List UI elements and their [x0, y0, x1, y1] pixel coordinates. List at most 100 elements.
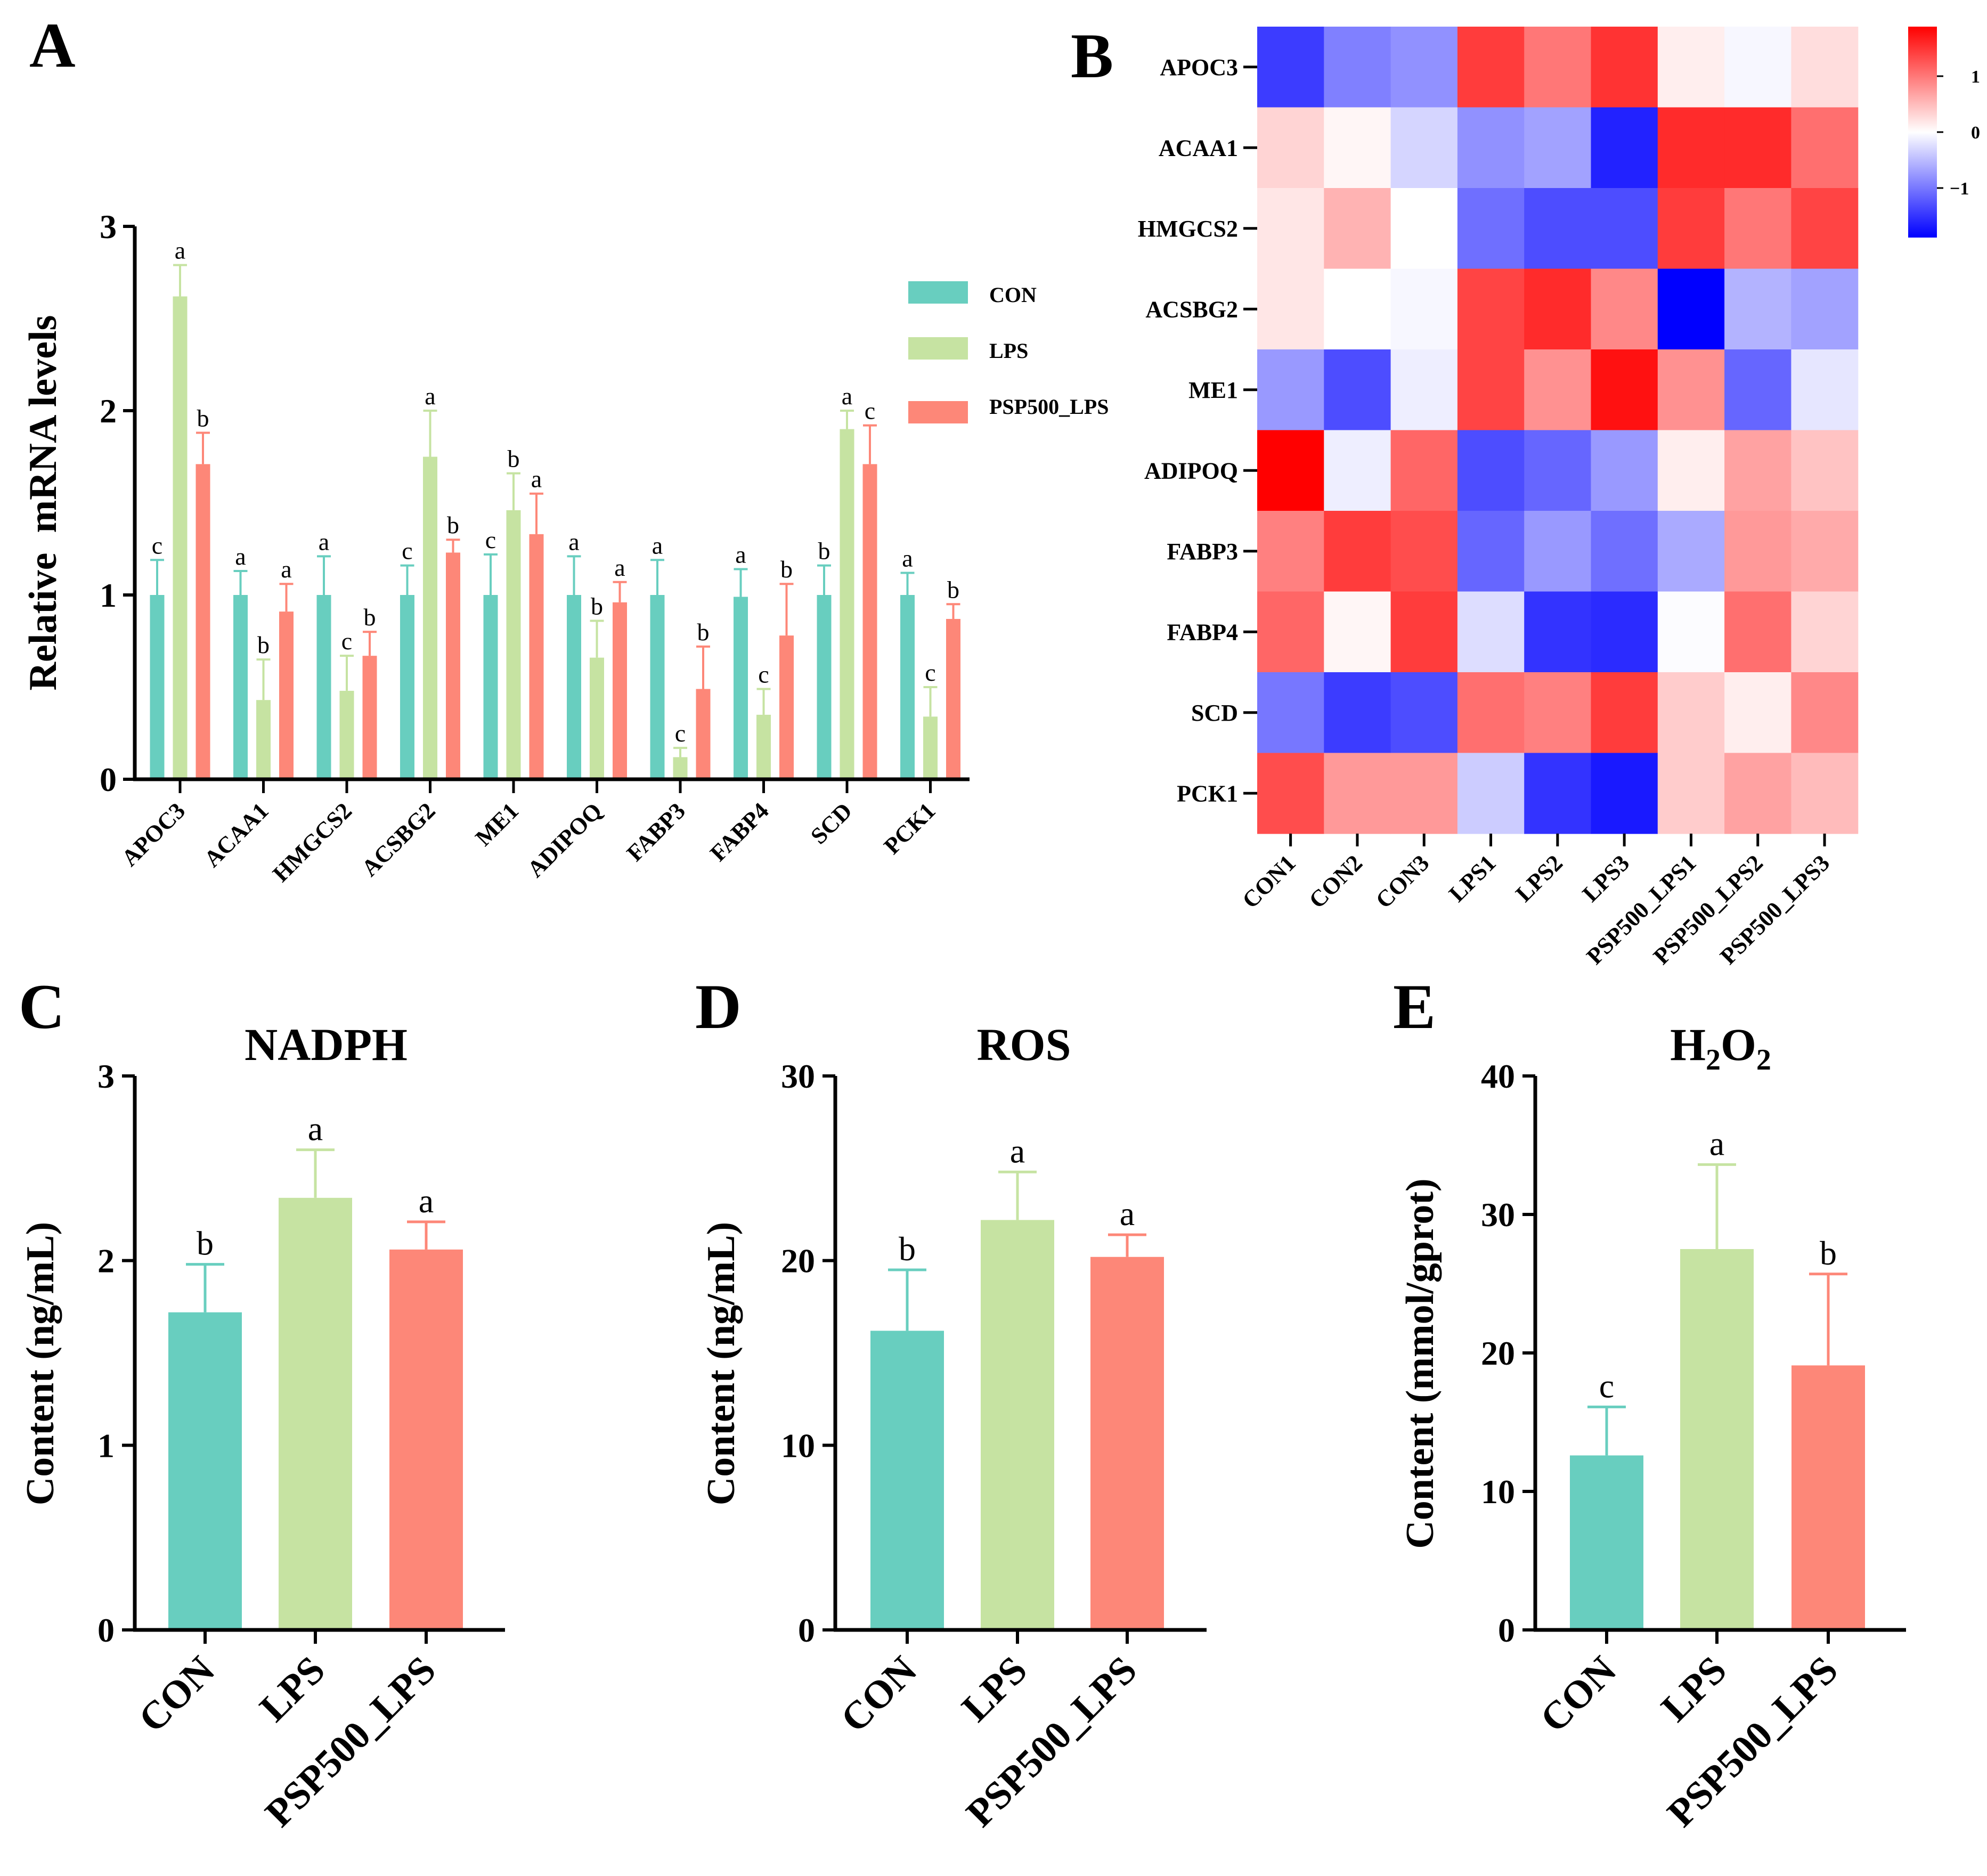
bar-a-scd-con	[817, 595, 832, 779]
heatmap-row-label-adipoq: ADIPOQ	[1144, 458, 1238, 484]
heatmap-cell-scd-con3	[1390, 672, 1458, 754]
bar-a-fabp4-con	[734, 597, 748, 779]
heatmap-cell-adipoq-psp500-lps3	[1791, 430, 1859, 511]
heatmap-cell-fabp3-con3	[1390, 511, 1458, 592]
x-label-a-fabp3: FABP3	[622, 797, 690, 866]
bar-a-fabp3-psp500-lps	[696, 689, 711, 779]
heatmap-cell-apoc3-con1	[1257, 27, 1324, 108]
y-label-c-3: 3	[97, 1057, 115, 1095]
sig-label-a-pck1-lps: c	[925, 659, 935, 686]
x-label-a-pck1: PCK1	[879, 797, 941, 859]
sig-label-a-me1-con: c	[485, 526, 496, 553]
heatmap-cell-apoc3-lps1	[1457, 27, 1525, 108]
panel-letter-b: B	[1071, 20, 1113, 91]
sig-label-a-scd-lps: a	[842, 382, 852, 410]
heatmap-row-label-me1: ME1	[1188, 377, 1238, 403]
heatmap-cells	[1257, 27, 1859, 834]
panel-letter-d: D	[695, 971, 742, 1042]
bar-a-fabp4-lps	[756, 714, 771, 779]
bar-a-hmgcs2-lps	[339, 690, 354, 779]
panel-c-y-axis-title: Content (ng/mL)	[19, 1222, 62, 1505]
heatmap-cell-apoc3-con2	[1324, 27, 1391, 108]
legend-label-lps: LPS	[989, 339, 1028, 363]
x-label-a-adipoq: ADIPOQ	[522, 797, 607, 882]
heatmap-cell-scd-lps3	[1591, 672, 1658, 754]
legend-swatch-con	[908, 281, 968, 304]
panel-d-title: ROS	[977, 1019, 1071, 1070]
heatmap-cell-adipoq-lps1	[1457, 430, 1525, 511]
colorbar-gradient	[1908, 27, 1937, 238]
sig-label-a-scd-psp500-lps: c	[865, 397, 875, 425]
heatmap-cell-apoc3-psp500-lps2	[1724, 27, 1791, 108]
bar-a-acsbg2-con	[400, 595, 414, 779]
sig-label-a-acsbg2-con: c	[402, 537, 412, 565]
sig-label-a-acaa1-lps: b	[257, 631, 270, 658]
sig-label-e-lps: a	[1709, 1124, 1724, 1162]
heatmap-cell-hmgcs2-lps3	[1591, 188, 1658, 270]
panel-e-title: H2O2	[1670, 1019, 1771, 1076]
heatmap-cell-acaa1-psp500-lps1	[1657, 107, 1725, 189]
sig-label-e-con: c	[1599, 1367, 1614, 1405]
colorbar-label-minus1: −1	[1950, 179, 1969, 199]
heatmap-cell-hmgcs2-con1	[1257, 188, 1324, 270]
heatmap-cell-fabp4-lps1	[1457, 591, 1525, 673]
y-label-a-2: 2	[100, 392, 117, 430]
y-label-d-10: 10	[781, 1426, 815, 1464]
heatmap-cell-acsbg2-con3	[1390, 268, 1458, 350]
heatmap-cell-acaa1-con2	[1324, 107, 1391, 189]
bar-a-pck1-lps	[923, 716, 938, 779]
bar-c-con	[168, 1312, 242, 1630]
heatmap-cell-apoc3-lps2	[1524, 27, 1592, 108]
panel-d-y-axis-title: Content (ng/mL)	[699, 1222, 743, 1505]
heatmap-cell-fabp3-lps3	[1591, 511, 1658, 592]
heatmap-cell-scd-psp500-lps3	[1791, 672, 1859, 754]
sig-label-a-fabp4-lps: c	[758, 660, 769, 688]
heatmap-cell-hmgcs2-lps1	[1457, 188, 1525, 270]
sig-label-a-acaa1-psp500-lps: a	[281, 556, 291, 583]
sig-label-a-apoc3-lps: a	[175, 237, 185, 264]
heatmap-cell-adipoq-psp500-lps1	[1657, 430, 1725, 511]
bar-e-lps	[1680, 1249, 1754, 1630]
heatmap-cell-acaa1-lps2	[1524, 107, 1592, 189]
sig-label-d-con: b	[899, 1230, 916, 1268]
heatmap-cell-me1-lps3	[1591, 349, 1658, 431]
heatmap-cell-hmgcs2-psp500-lps3	[1791, 188, 1859, 270]
bar-d-con	[870, 1331, 944, 1630]
sig-label-a-fabp3-con: a	[652, 532, 663, 559]
heatmap-cell-acaa1-lps1	[1457, 107, 1525, 189]
heatmap-cell-me1-con1	[1257, 349, 1324, 431]
heatmap-cell-fabp3-con1	[1257, 511, 1324, 592]
bar-a-acaa1-psp500-lps	[279, 611, 294, 779]
sig-label-a-hmgcs2-con: a	[319, 528, 329, 555]
panel-e-y-axis-title: Content (mmol/gprot)	[1398, 1178, 1442, 1548]
heatmap-cell-adipoq-psp500-lps2	[1724, 430, 1791, 511]
y-label-c-2: 2	[97, 1242, 115, 1280]
bar-a-scd-lps	[840, 429, 854, 779]
x-label-a-acsbg2: ACSBG2	[356, 797, 440, 881]
heatmap-col-label-lps1: LPS1	[1444, 850, 1501, 907]
sig-label-c-lps: a	[308, 1110, 323, 1148]
x-label-a-scd: SCD	[805, 797, 857, 849]
heatmap-cell-me1-lps2	[1524, 349, 1592, 431]
legend-swatch-psp500-lps	[908, 401, 968, 423]
bar-d-psp500-lps	[1090, 1257, 1164, 1630]
y-label-a-3: 3	[100, 208, 117, 246]
sig-label-a-acsbg2-psp500-lps: b	[447, 511, 459, 539]
y-label-d-0: 0	[798, 1611, 815, 1649]
panel-e-marks: c a b	[1570, 1124, 1865, 1630]
heatmap-cell-pck1-psp500-lps1	[1657, 753, 1725, 834]
heatmap-cell-pck1-psp500-lps2	[1724, 753, 1791, 834]
heatmap-row-label-fabp3: FABP3	[1167, 539, 1238, 565]
bar-a-fabp4-psp500-lps	[779, 635, 794, 779]
heatmap-cell-fabp4-con1	[1257, 591, 1324, 673]
bar-e-con	[1570, 1455, 1643, 1630]
bar-a-me1-psp500-lps	[529, 534, 544, 779]
heatmap-cell-fabp3-psp500-lps3	[1791, 511, 1859, 592]
heatmap-col-label-lps3: LPS3	[1577, 850, 1634, 907]
sig-label-a-fabp3-lps: c	[675, 720, 686, 747]
heatmap-cell-me1-psp500-lps3	[1791, 349, 1859, 431]
panel-e-title-h: H	[1670, 1019, 1706, 1070]
y-label-d-30: 30	[781, 1057, 815, 1095]
